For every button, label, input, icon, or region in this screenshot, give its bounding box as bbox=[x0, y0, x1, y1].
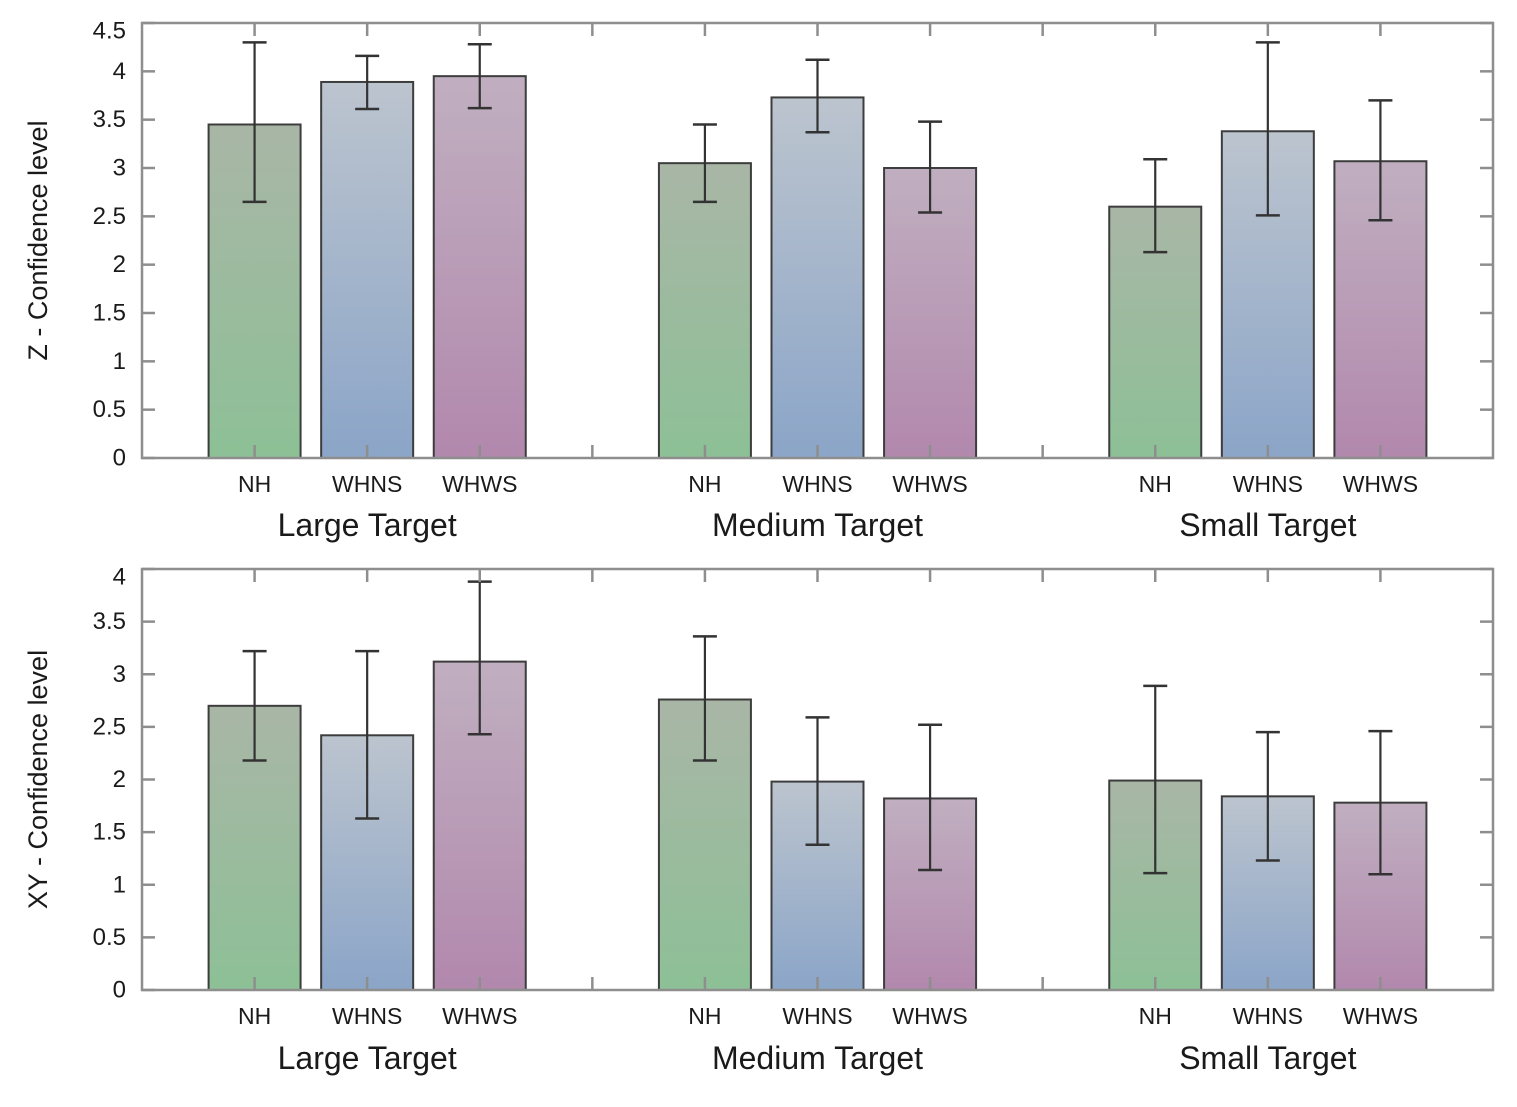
y-axis-title: XY - Confidence level bbox=[23, 650, 53, 909]
bar-large-target-whns bbox=[320, 80, 415, 459]
category-label-whws: WHWS bbox=[892, 471, 967, 497]
y-tick-label: 2.5 bbox=[93, 713, 126, 740]
bar-medium-target-nh bbox=[657, 162, 752, 460]
y-tick-label: 4 bbox=[113, 564, 126, 591]
y-tick-label: 0.5 bbox=[93, 396, 126, 423]
y-axis-title: Z - Confidence level bbox=[23, 120, 53, 360]
y-tick-label: 4.5 bbox=[93, 18, 126, 45]
y-tick-label: 3 bbox=[113, 661, 126, 688]
category-label-nh: NH bbox=[238, 1003, 271, 1029]
category-label-nh: NH bbox=[1139, 1003, 1172, 1029]
y-tick-label: 0 bbox=[113, 445, 126, 472]
y-tick-label: 3.5 bbox=[93, 106, 126, 133]
group-label-small-target: Small Target bbox=[1179, 1040, 1356, 1076]
category-label-whns: WHNS bbox=[1233, 1003, 1303, 1029]
y-tick-label: 2 bbox=[113, 251, 126, 278]
category-label-whws: WHWS bbox=[892, 1003, 967, 1029]
chart-panel-z: 0 0.5 1 1.5 2 2.5 3 3.5 4 4.5 NH WHNS WHWS Large Targ… bbox=[23, 18, 1495, 543]
group-label-medium-target: Medium Target bbox=[712, 1040, 923, 1076]
bar-large-target-whws bbox=[432, 75, 527, 460]
category-label-whns: WHNS bbox=[332, 1003, 402, 1029]
category-label-nh: NH bbox=[238, 471, 271, 497]
group-label-large-target: Large Target bbox=[278, 507, 457, 543]
chart-panel-xy: 0 0.5 1 1.5 2 2.5 3 3.5 4 NH WHNS WHWS Large Target N… bbox=[23, 564, 1495, 1076]
group-label-medium-target: Medium Target bbox=[712, 507, 923, 543]
y-tick-label: 1 bbox=[113, 871, 126, 898]
group-label-small-target: Small Target bbox=[1179, 507, 1356, 543]
category-label-nh: NH bbox=[688, 471, 721, 497]
y-tick-label: 3 bbox=[113, 155, 126, 182]
category-label-whws: WHWS bbox=[1343, 471, 1418, 497]
category-label-whws: WHWS bbox=[442, 471, 517, 497]
y-tick-label: 1 bbox=[113, 348, 126, 375]
y-tick-label: 0 bbox=[113, 977, 126, 1004]
category-label-whns: WHNS bbox=[1233, 471, 1303, 497]
category-label-whns: WHNS bbox=[782, 471, 852, 497]
category-label-whns: WHNS bbox=[332, 471, 402, 497]
category-label-nh: NH bbox=[1139, 471, 1172, 497]
y-tick-label: 2 bbox=[113, 766, 126, 793]
y-tick-label: 3.5 bbox=[93, 608, 126, 635]
category-label-whws: WHWS bbox=[442, 1003, 517, 1029]
y-tick-label: 0.5 bbox=[93, 924, 126, 951]
category-label-whns: WHNS bbox=[782, 1003, 852, 1029]
bar-medium-target-whns bbox=[770, 96, 865, 460]
group-label-large-target: Large Target bbox=[278, 1040, 457, 1076]
y-tick-label: 1.5 bbox=[93, 819, 126, 846]
category-label-nh: NH bbox=[688, 1003, 721, 1029]
y-tick-label: 4 bbox=[113, 58, 126, 85]
y-tick-label: 2.5 bbox=[93, 203, 126, 230]
bar-medium-target-whws bbox=[883, 167, 978, 459]
y-tick-label: 1.5 bbox=[93, 300, 126, 327]
category-label-whws: WHWS bbox=[1343, 1003, 1418, 1029]
